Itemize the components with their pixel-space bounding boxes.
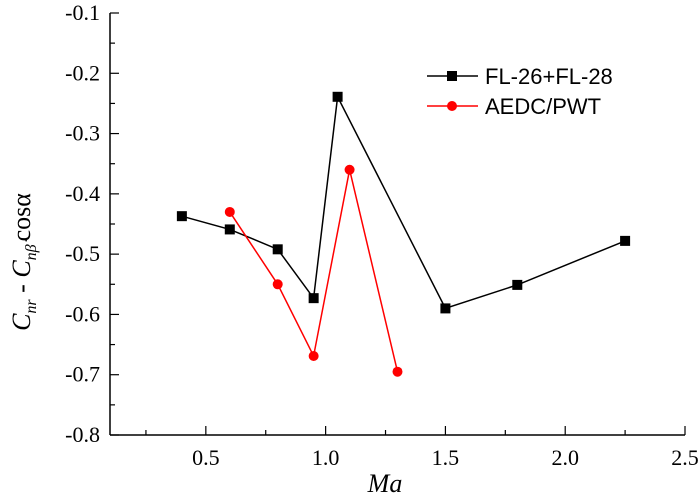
y-axis-title-tail: cosα: [7, 193, 36, 242]
x-tick-label: 1.5: [432, 445, 460, 470]
x-tick-label: 1.0: [312, 445, 340, 470]
y-tick-label: -0.6: [65, 301, 100, 326]
data-point-aedc-pwt: [392, 366, 403, 377]
legend-marker-aedc: [447, 101, 457, 111]
x-axis-title: Ma: [367, 469, 403, 497]
data-point-aedc-pwt: [308, 351, 319, 362]
y-tick-label: -0.1: [65, 0, 100, 25]
data-point-fl-26-fl-28: [620, 235, 631, 246]
y-tick-label: -0.8: [65, 422, 100, 447]
legend: FL-26+FL-28 AEDC/PWT: [427, 64, 613, 119]
legend-marker-fl26: [447, 71, 457, 81]
y-tick-label: -0.3: [65, 121, 100, 146]
x-tick-label: 0.5: [192, 445, 220, 470]
y-tick-label: -0.4: [65, 181, 100, 206]
y-axis-title-sub1: nr: [23, 299, 40, 314]
y-axis-title-minus: -: [7, 278, 36, 300]
legend-label-fl26: FL-26+FL-28: [485, 64, 613, 89]
data-point-fl-26-fl-28: [272, 244, 283, 255]
y-axis-title-c1: C: [7, 313, 36, 331]
data-point-aedc-pwt: [272, 279, 283, 290]
y-axis-ticks: -0.8 -0.7 -0.6 -0.5 -0.4 -0.3 -0.2 -0.1: [65, 0, 119, 447]
data-point-fl-26-fl-28: [308, 293, 319, 304]
data-point-fl-26-fl-28: [440, 303, 451, 314]
y-axis-title-sub2: nβ̇: [23, 239, 40, 260]
series-line-aedc-pwt: [229, 169, 399, 372]
data-point-fl-26-fl-28: [224, 224, 235, 235]
y-tick-label: -0.5: [65, 241, 100, 266]
x-tick-label: 2.0: [551, 445, 579, 470]
y-axis-title-c2: C: [7, 260, 36, 278]
x-tick-label: 2.5: [671, 445, 699, 470]
data-point-fl-26-fl-28: [512, 279, 523, 290]
legend-label-aedc: AEDC/PWT: [485, 94, 601, 119]
data-point-fl-26-fl-28: [332, 91, 343, 102]
x-axis-ticks: 0.5 1.0 1.5 2.0 2.5: [145, 426, 699, 470]
data-point-aedc-pwt: [224, 206, 235, 217]
y-tick-label: -0.7: [65, 362, 100, 387]
series-line-fl-26-fl-28: [181, 94, 626, 310]
y-tick-label: -0.2: [65, 60, 100, 85]
series-layer: [176, 91, 631, 377]
y-axis-title: Cnr - Cnβ̇cosα: [7, 193, 40, 331]
data-point-fl-26-fl-28: [176, 211, 187, 222]
data-point-aedc-pwt: [344, 164, 355, 175]
